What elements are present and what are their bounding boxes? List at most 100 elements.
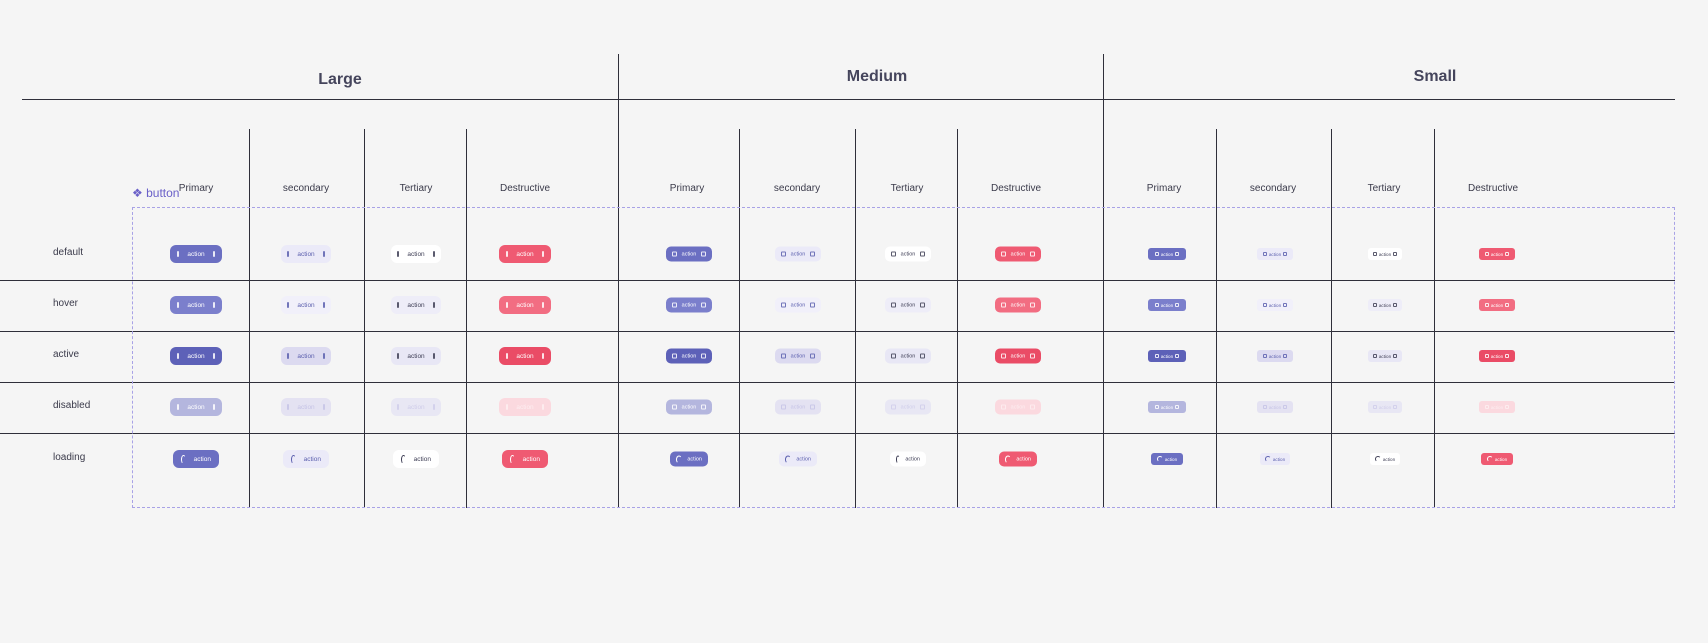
destructive-button-loading[interactable]: action [999, 451, 1037, 467]
primary-button-loading[interactable]: action [1151, 453, 1183, 465]
state-label-loading: loading [53, 452, 86, 463]
button-label: action [297, 352, 315, 360]
size-title-medium: Medium [846, 68, 908, 85]
frame-icon [287, 404, 290, 410]
tertiary-button-loading[interactable]: action [1370, 453, 1400, 465]
button-label: action [681, 251, 697, 257]
spinner-icon [1264, 456, 1271, 462]
button-label: action [1010, 251, 1026, 257]
secondary-button-loading[interactable]: action [283, 450, 329, 468]
destructive-button-default[interactable]: action [995, 246, 1041, 262]
row-divider [0, 433, 1675, 434]
tertiary-button-active[interactable]: action [391, 347, 441, 365]
secondary-button-loading[interactable]: action [1260, 453, 1290, 465]
component-frame [132, 207, 1675, 508]
frame-icon [541, 251, 544, 257]
destructive-button-hover[interactable]: action [1479, 299, 1515, 311]
primary-button-active[interactable]: action [1148, 350, 1186, 362]
frame-icon [212, 251, 215, 257]
primary-button-hover[interactable]: action [1148, 299, 1186, 311]
tertiary-button-hover[interactable]: action [391, 296, 441, 314]
frame-icon [1001, 251, 1006, 257]
frame-icon [1001, 353, 1006, 359]
column-label-tertiary: Tertiary [399, 183, 433, 194]
destructive-button-loading[interactable]: action [1481, 453, 1513, 465]
tertiary-button-hover[interactable]: action [885, 297, 931, 313]
tertiary-button-disabled: action [885, 399, 931, 415]
secondary-button-hover[interactable]: action [775, 297, 821, 313]
tertiary-button-default[interactable]: action [1368, 248, 1402, 260]
tertiary-button-hover[interactable]: action [1368, 299, 1402, 311]
frame-icon [177, 353, 180, 359]
column-divider [1216, 129, 1217, 508]
frame-icon [397, 302, 400, 308]
button-label: action [900, 404, 916, 410]
frame-icon [672, 251, 677, 257]
destructive-button-active[interactable]: action [1479, 350, 1515, 362]
secondary-button-disabled: action [281, 398, 331, 416]
frame-icon [541, 404, 544, 410]
tertiary-button-active[interactable]: action [885, 348, 931, 364]
frame-icon [1030, 302, 1035, 308]
button-label: action [900, 302, 916, 308]
tertiary-button-default[interactable]: action [885, 246, 931, 262]
secondary-button-default[interactable]: action [281, 245, 331, 263]
tertiary-button-active[interactable]: action [1368, 350, 1402, 362]
primary-button-active[interactable]: action [170, 347, 222, 365]
spinner-icon [1486, 456, 1493, 462]
frame-icon [1175, 303, 1180, 307]
button-label: action [1378, 404, 1392, 410]
destructive-button-hover[interactable]: action [499, 296, 551, 314]
frame-icon [1030, 251, 1035, 257]
spinner-icon [785, 455, 792, 463]
frame-icon [432, 251, 435, 257]
button-label: action [790, 404, 806, 410]
frame-icon [287, 353, 290, 359]
frame-icon [177, 302, 180, 308]
tertiary-button-loading[interactable]: action [393, 450, 439, 468]
secondary-button-hover[interactable]: action [281, 296, 331, 314]
frame-icon [397, 404, 400, 410]
column-divider [1331, 129, 1332, 508]
secondary-button-hover[interactable]: action [1257, 299, 1293, 311]
frame-icon [920, 302, 925, 308]
primary-button-loading[interactable]: action [670, 451, 708, 467]
frame-icon [506, 404, 509, 410]
frame-icon [1283, 303, 1288, 307]
primary-button-default[interactable]: action [1148, 248, 1186, 260]
secondary-button-active[interactable]: action [281, 347, 331, 365]
button-label: action [413, 455, 431, 463]
secondary-button-loading[interactable]: action [779, 451, 817, 467]
primary-button-default[interactable]: action [666, 246, 712, 262]
frame-icon [701, 302, 706, 308]
primary-button-active[interactable]: action [666, 348, 712, 364]
spinner-icon [1005, 455, 1012, 463]
destructive-button-active[interactable]: action [499, 347, 551, 365]
secondary-button-active[interactable]: action [1257, 350, 1293, 362]
frame-icon [810, 302, 815, 308]
destructive-button-active[interactable]: action [995, 348, 1041, 364]
frame-icon [1175, 354, 1180, 358]
frame-icon [541, 302, 544, 308]
tertiary-button-loading[interactable]: action [890, 451, 926, 467]
spinner-icon [510, 454, 515, 464]
primary-button-hover[interactable]: action [666, 297, 712, 313]
button-label: action [1490, 302, 1504, 308]
primary-button-loading[interactable]: action [173, 450, 219, 468]
destructive-button-hover[interactable]: action [995, 297, 1041, 313]
secondary-button-default[interactable]: action [1257, 248, 1293, 260]
button-label: action [1160, 251, 1174, 257]
destructive-button-loading[interactable]: action [502, 450, 548, 468]
button-label: action [187, 403, 205, 411]
frame-icon [1262, 405, 1267, 409]
column-label-secondary: secondary [773, 183, 821, 194]
button-label: action [790, 302, 806, 308]
button-label: action [1268, 353, 1282, 359]
destructive-button-default[interactable]: action [499, 245, 551, 263]
primary-button-hover[interactable]: action [170, 296, 222, 314]
destructive-button-default[interactable]: action [1479, 248, 1515, 260]
secondary-button-active[interactable]: action [775, 348, 821, 364]
secondary-button-default[interactable]: action [775, 246, 821, 262]
tertiary-button-default[interactable]: action [391, 245, 441, 263]
primary-button-default[interactable]: action [170, 245, 222, 263]
